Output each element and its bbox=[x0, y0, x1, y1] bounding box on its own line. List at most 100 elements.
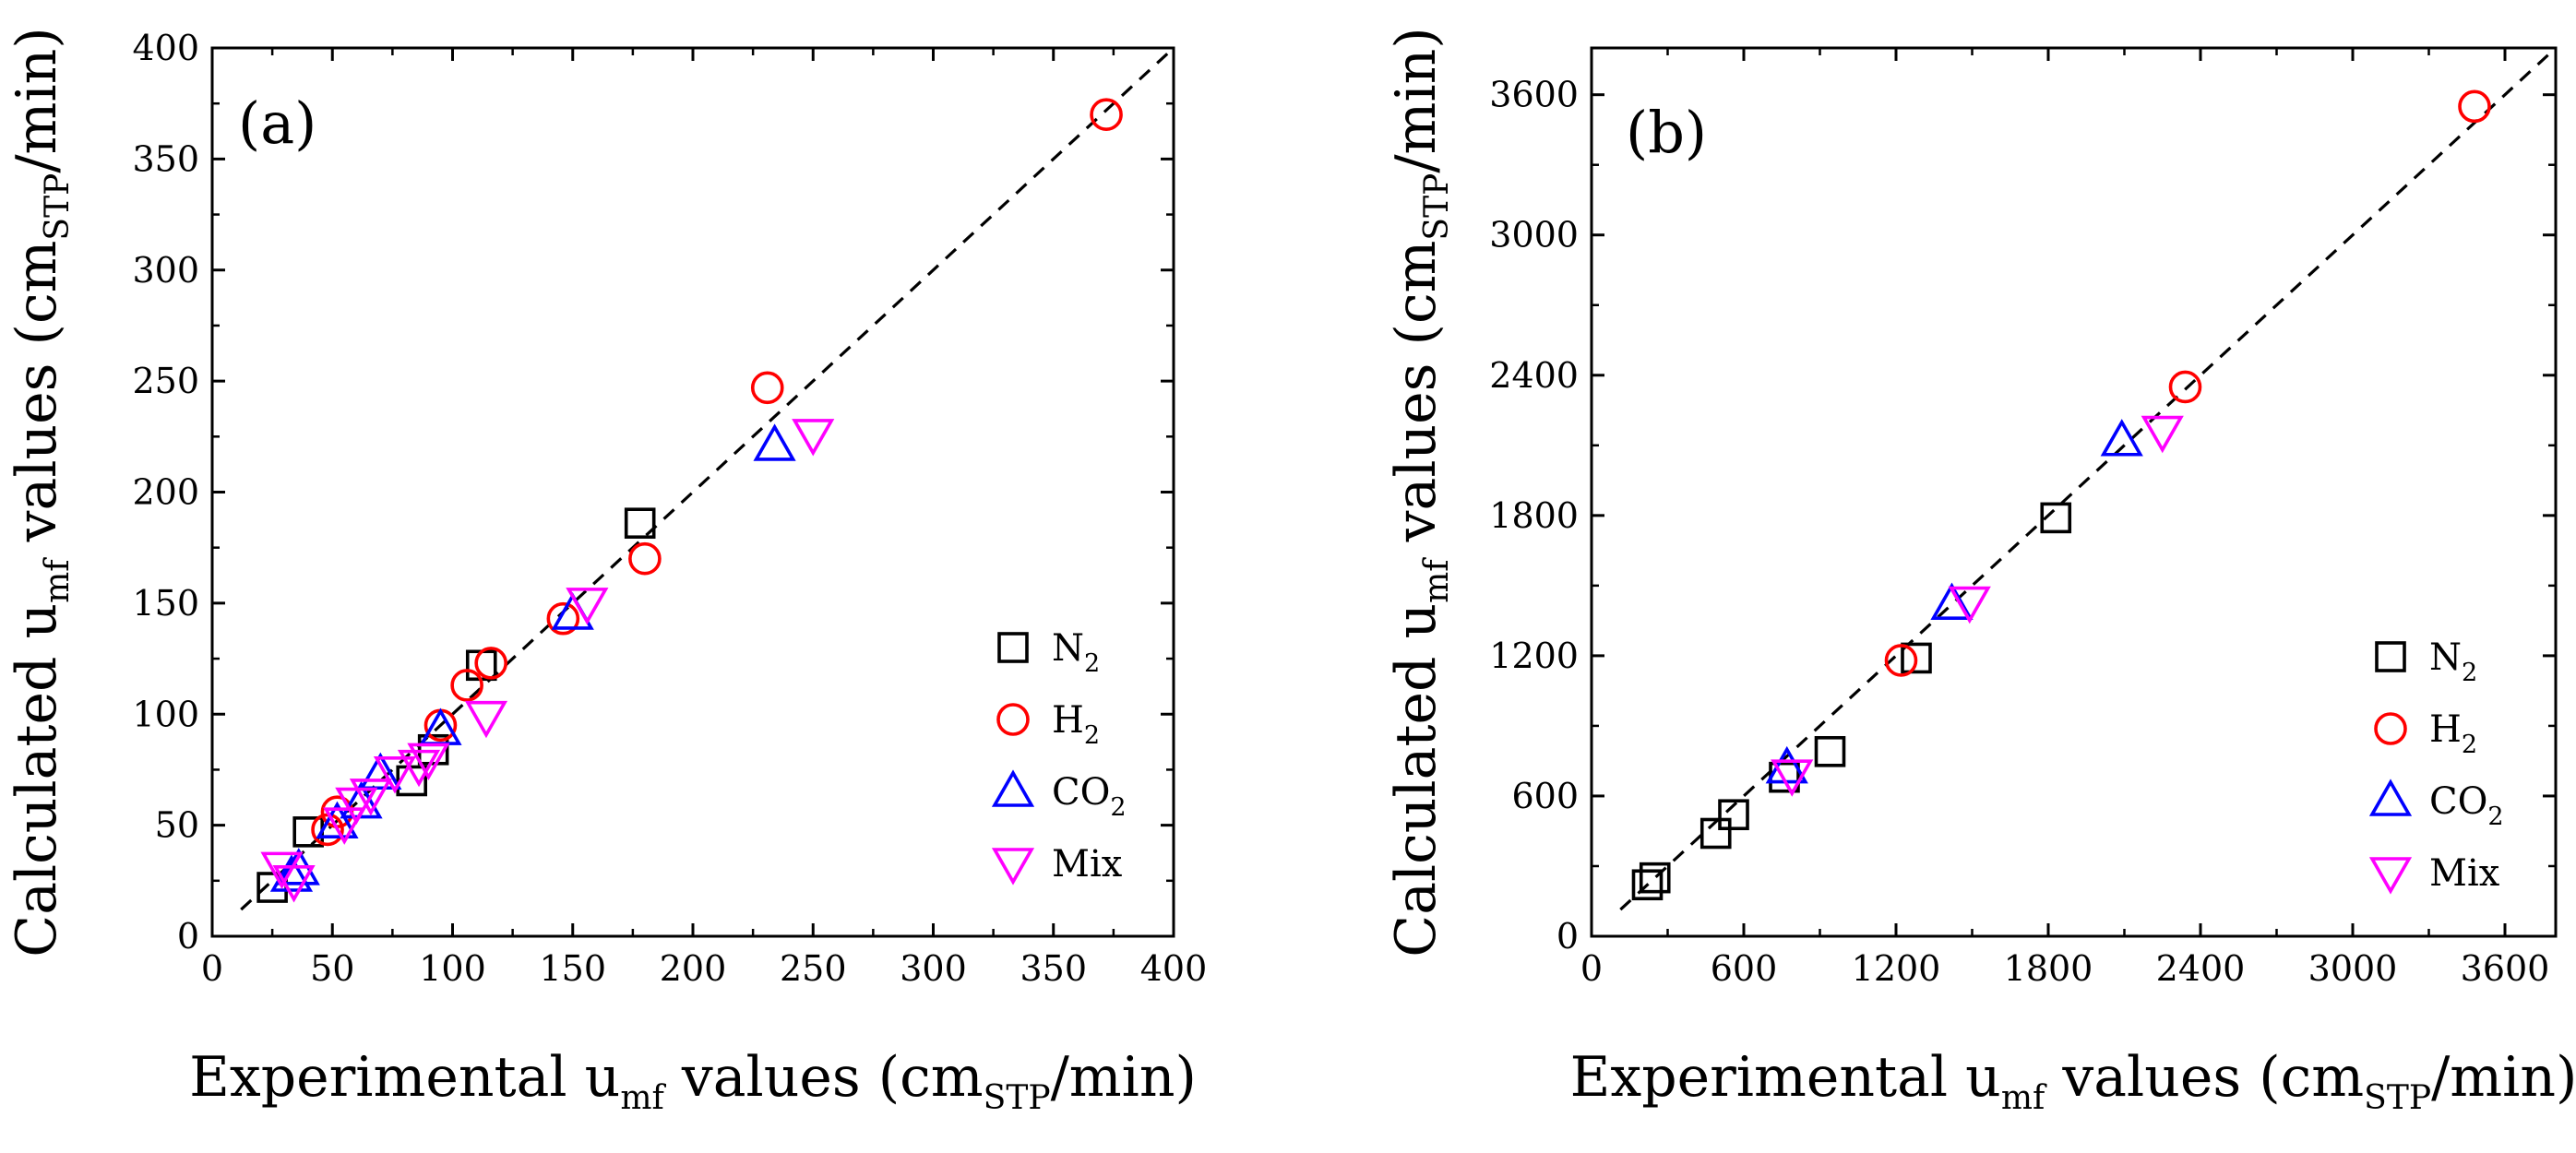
data-point bbox=[628, 541, 662, 576]
x-tick-label: 300 bbox=[900, 948, 967, 989]
x-axis-title: Experimental umf values (cmSTP/min) bbox=[1570, 1045, 2576, 1117]
data-point bbox=[1090, 98, 1123, 132]
data-point bbox=[2040, 502, 2072, 534]
data-point bbox=[272, 865, 316, 903]
legend-label: Mix bbox=[1052, 843, 1123, 886]
parity-line bbox=[240, 48, 1174, 911]
y-tick-label: 0 bbox=[177, 916, 199, 957]
y-tick-label: 50 bbox=[155, 805, 199, 846]
data-point bbox=[551, 592, 594, 630]
data-point bbox=[2141, 415, 2184, 454]
data-point bbox=[373, 756, 417, 794]
x-tick-label: 600 bbox=[1711, 948, 1778, 989]
x-tick-label: 400 bbox=[1140, 948, 1208, 989]
series-co2 bbox=[1765, 419, 2143, 784]
x-axis-title: Experimental umf values (cmSTP/min) bbox=[189, 1045, 1197, 1117]
data-point bbox=[1771, 759, 1814, 797]
legend-label: H2 bbox=[2429, 708, 2477, 759]
y-tick-label: 150 bbox=[132, 583, 199, 624]
panel-label: (b) bbox=[1626, 99, 1707, 166]
y-tick-label: 3000 bbox=[1489, 215, 1579, 256]
x-tick-label: 350 bbox=[1020, 948, 1087, 989]
data-point bbox=[474, 647, 507, 680]
y-tick-label: 600 bbox=[1511, 776, 1579, 816]
y-tick-label: 350 bbox=[132, 138, 199, 179]
legend: N2 H2 CO2 Mix bbox=[991, 627, 1127, 886]
legend-marker bbox=[997, 632, 1029, 663]
data-point bbox=[750, 371, 784, 405]
data-point bbox=[2100, 419, 2143, 457]
data-point bbox=[753, 423, 796, 461]
data-point bbox=[1901, 642, 1932, 674]
data-point bbox=[1699, 817, 1732, 850]
series-mix bbox=[1771, 415, 2184, 797]
chart-panel-b: 0 600 1200 1800 2400 3000 3600 0 600 1200 1800 2400… bbox=[1384, 27, 2576, 1117]
legend-marker bbox=[2375, 641, 2406, 672]
data-point bbox=[1631, 869, 1664, 901]
legend-marker bbox=[2368, 779, 2413, 816]
y-tick-label: 1800 bbox=[1489, 495, 1579, 536]
x-tick-label: 3000 bbox=[2308, 948, 2398, 989]
data-point bbox=[316, 801, 359, 839]
legend-marker bbox=[996, 703, 1030, 736]
legend-marker bbox=[2374, 712, 2407, 745]
chart-panel-a: 0 50 100 150 200 250 300 350 400 0 50 100 150 200 250 3… bbox=[5, 27, 1207, 1117]
x-tick-label: 2400 bbox=[2156, 948, 2246, 989]
data-point bbox=[397, 749, 441, 788]
x-tick-label: 1200 bbox=[1852, 948, 1941, 989]
data-point bbox=[450, 669, 483, 702]
y-tick-label: 300 bbox=[132, 250, 199, 291]
legend-marker bbox=[991, 769, 1035, 807]
panel-label: (a) bbox=[238, 89, 316, 157]
legend-label: H2 bbox=[1052, 699, 1100, 750]
legend-label: CO2 bbox=[1052, 771, 1127, 822]
data-point bbox=[546, 601, 580, 636]
data-point bbox=[1718, 799, 1749, 831]
legend-label: N2 bbox=[2429, 636, 2477, 687]
y-tick-label: 100 bbox=[132, 694, 199, 734]
data-point bbox=[792, 419, 835, 457]
x-tick-label: 250 bbox=[780, 948, 847, 989]
y-tick-label: 1200 bbox=[1489, 636, 1579, 676]
data-point bbox=[1930, 582, 1974, 620]
series-h2 bbox=[311, 98, 1123, 847]
series-mix bbox=[260, 419, 835, 903]
data-point bbox=[2168, 370, 2202, 404]
data-point bbox=[323, 807, 366, 845]
data-point bbox=[566, 588, 609, 625]
legend-label: N2 bbox=[1052, 627, 1100, 678]
legend: N2 H2 CO2 Mix bbox=[2368, 636, 2504, 895]
legend-label: CO2 bbox=[2429, 780, 2504, 831]
y-tick-label: 2400 bbox=[1489, 355, 1579, 396]
data-point bbox=[417, 733, 449, 766]
x-tick-label: 50 bbox=[310, 948, 354, 989]
y-axis-title: Calculated umf values (cmSTP/min) bbox=[1384, 27, 1456, 957]
data-point bbox=[464, 700, 508, 739]
y-tick-label: 400 bbox=[132, 28, 199, 68]
data-point bbox=[340, 780, 383, 819]
data-point bbox=[624, 507, 656, 540]
x-tick-label: 0 bbox=[201, 948, 223, 989]
y-axis-title: Calculated umf values (cmSTP/min) bbox=[5, 27, 77, 957]
y-tick-label: 250 bbox=[132, 361, 199, 401]
series-h2 bbox=[1884, 89, 2491, 677]
data-point bbox=[269, 854, 314, 892]
data-point bbox=[260, 851, 304, 889]
x-tick-label: 0 bbox=[1580, 948, 1603, 989]
data-point bbox=[1814, 735, 1846, 767]
y-tick-label: 0 bbox=[1556, 916, 1579, 957]
data-point bbox=[396, 765, 428, 797]
parity-line bbox=[1619, 48, 2556, 911]
x-tick-label: 200 bbox=[660, 948, 727, 989]
legend-marker bbox=[991, 848, 1035, 886]
y-tick-label: 3600 bbox=[1489, 75, 1579, 115]
series-n2 bbox=[1631, 502, 2072, 901]
data-point bbox=[2458, 89, 2491, 124]
y-tick-label: 200 bbox=[132, 472, 199, 513]
data-point bbox=[1948, 586, 1991, 624]
data-point bbox=[359, 752, 402, 790]
x-tick-label: 100 bbox=[419, 948, 486, 989]
data-point bbox=[349, 779, 393, 816]
data-point bbox=[1884, 644, 1918, 677]
